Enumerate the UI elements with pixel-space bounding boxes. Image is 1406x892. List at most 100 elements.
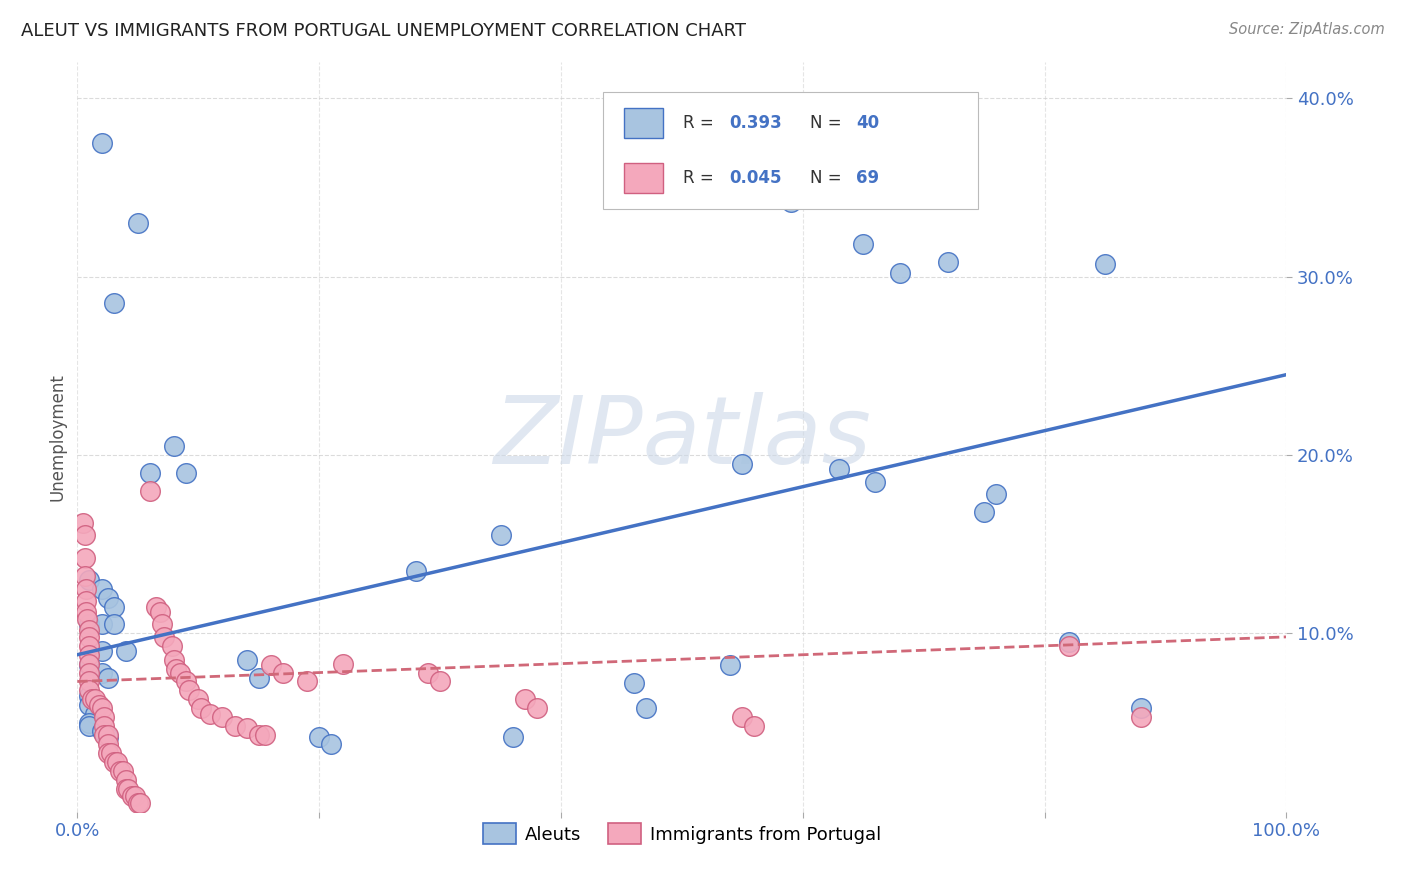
Point [108,764,131,778]
Point [623,676,645,690]
Text: R =: R = [683,114,718,132]
Point [190,701,212,715]
Point [139,483,162,498]
Point [247,671,270,685]
Point [139,466,162,480]
Point [75,605,97,619]
Point [90,136,112,150]
Text: Source: ZipAtlas.com: Source: ZipAtlas.com [1229,22,1385,37]
Point [73,551,96,566]
Point [72,516,94,530]
Point [160,639,183,653]
Point [96,737,118,751]
Point [79,617,101,632]
Point [93,728,115,742]
Text: ZIPatlas: ZIPatlas [494,392,870,483]
Point [129,796,152,810]
Point [731,457,754,471]
Point [76,612,98,626]
Point [235,721,257,735]
Point [103,296,125,310]
Point [936,255,959,269]
Point [332,657,354,671]
Point [166,662,188,676]
Point [852,237,875,252]
Point [865,475,887,489]
Point [96,591,118,605]
Point [79,698,101,712]
Point [93,710,115,724]
Point [90,701,112,715]
Text: 0.045: 0.045 [730,169,782,186]
Point [828,462,851,476]
Point [73,569,96,583]
Point [235,653,257,667]
Point [79,630,101,644]
Point [148,605,170,619]
Point [90,617,112,632]
Point [96,730,118,744]
Point [127,216,149,230]
Point [526,701,548,715]
Point [96,671,118,685]
Point [247,728,270,742]
Point [93,719,115,733]
Point [84,706,107,721]
FancyBboxPatch shape [603,93,979,209]
Point [163,653,186,667]
Point [79,665,101,680]
Point [79,639,101,653]
Y-axis label: Unemployment: Unemployment [48,373,66,501]
Point [260,658,283,673]
Point [779,194,801,209]
Point [718,658,741,673]
Point [1057,639,1080,653]
Point [429,674,451,689]
Point [79,623,101,637]
Point [121,789,143,803]
Text: N =: N = [810,114,846,132]
Point [80,692,103,706]
Point [103,617,125,632]
Point [731,710,754,724]
Point [211,710,233,724]
Point [90,582,112,596]
Point [75,582,97,596]
Point [295,674,318,689]
Point [177,683,200,698]
Point [253,728,276,742]
Point [308,730,330,744]
Point [489,528,512,542]
Point [513,692,536,706]
Text: 69: 69 [856,169,879,186]
Point [1130,710,1153,724]
Legend: Aleuts, Immigrants from Portugal: Aleuts, Immigrants from Portugal [475,816,889,851]
Point [124,789,146,803]
Point [127,796,149,810]
Point [744,719,766,733]
Point [90,724,112,739]
Point [271,665,294,680]
Point [87,698,110,712]
Point [79,658,101,673]
Point [90,644,112,658]
Point [79,683,101,698]
Text: R =: R = [683,169,718,186]
Point [1094,257,1116,271]
Point [96,746,118,760]
Point [416,665,439,680]
Point [1130,701,1153,715]
Point [79,674,101,689]
Point [79,689,101,703]
Text: N =: N = [810,169,846,186]
Point [163,439,186,453]
Point [153,630,176,644]
Point [1057,635,1080,649]
Point [200,706,222,721]
Point [75,594,97,608]
Point [79,648,101,662]
Point [105,755,128,769]
Point [84,692,107,706]
Point [174,674,197,689]
Point [79,573,101,587]
